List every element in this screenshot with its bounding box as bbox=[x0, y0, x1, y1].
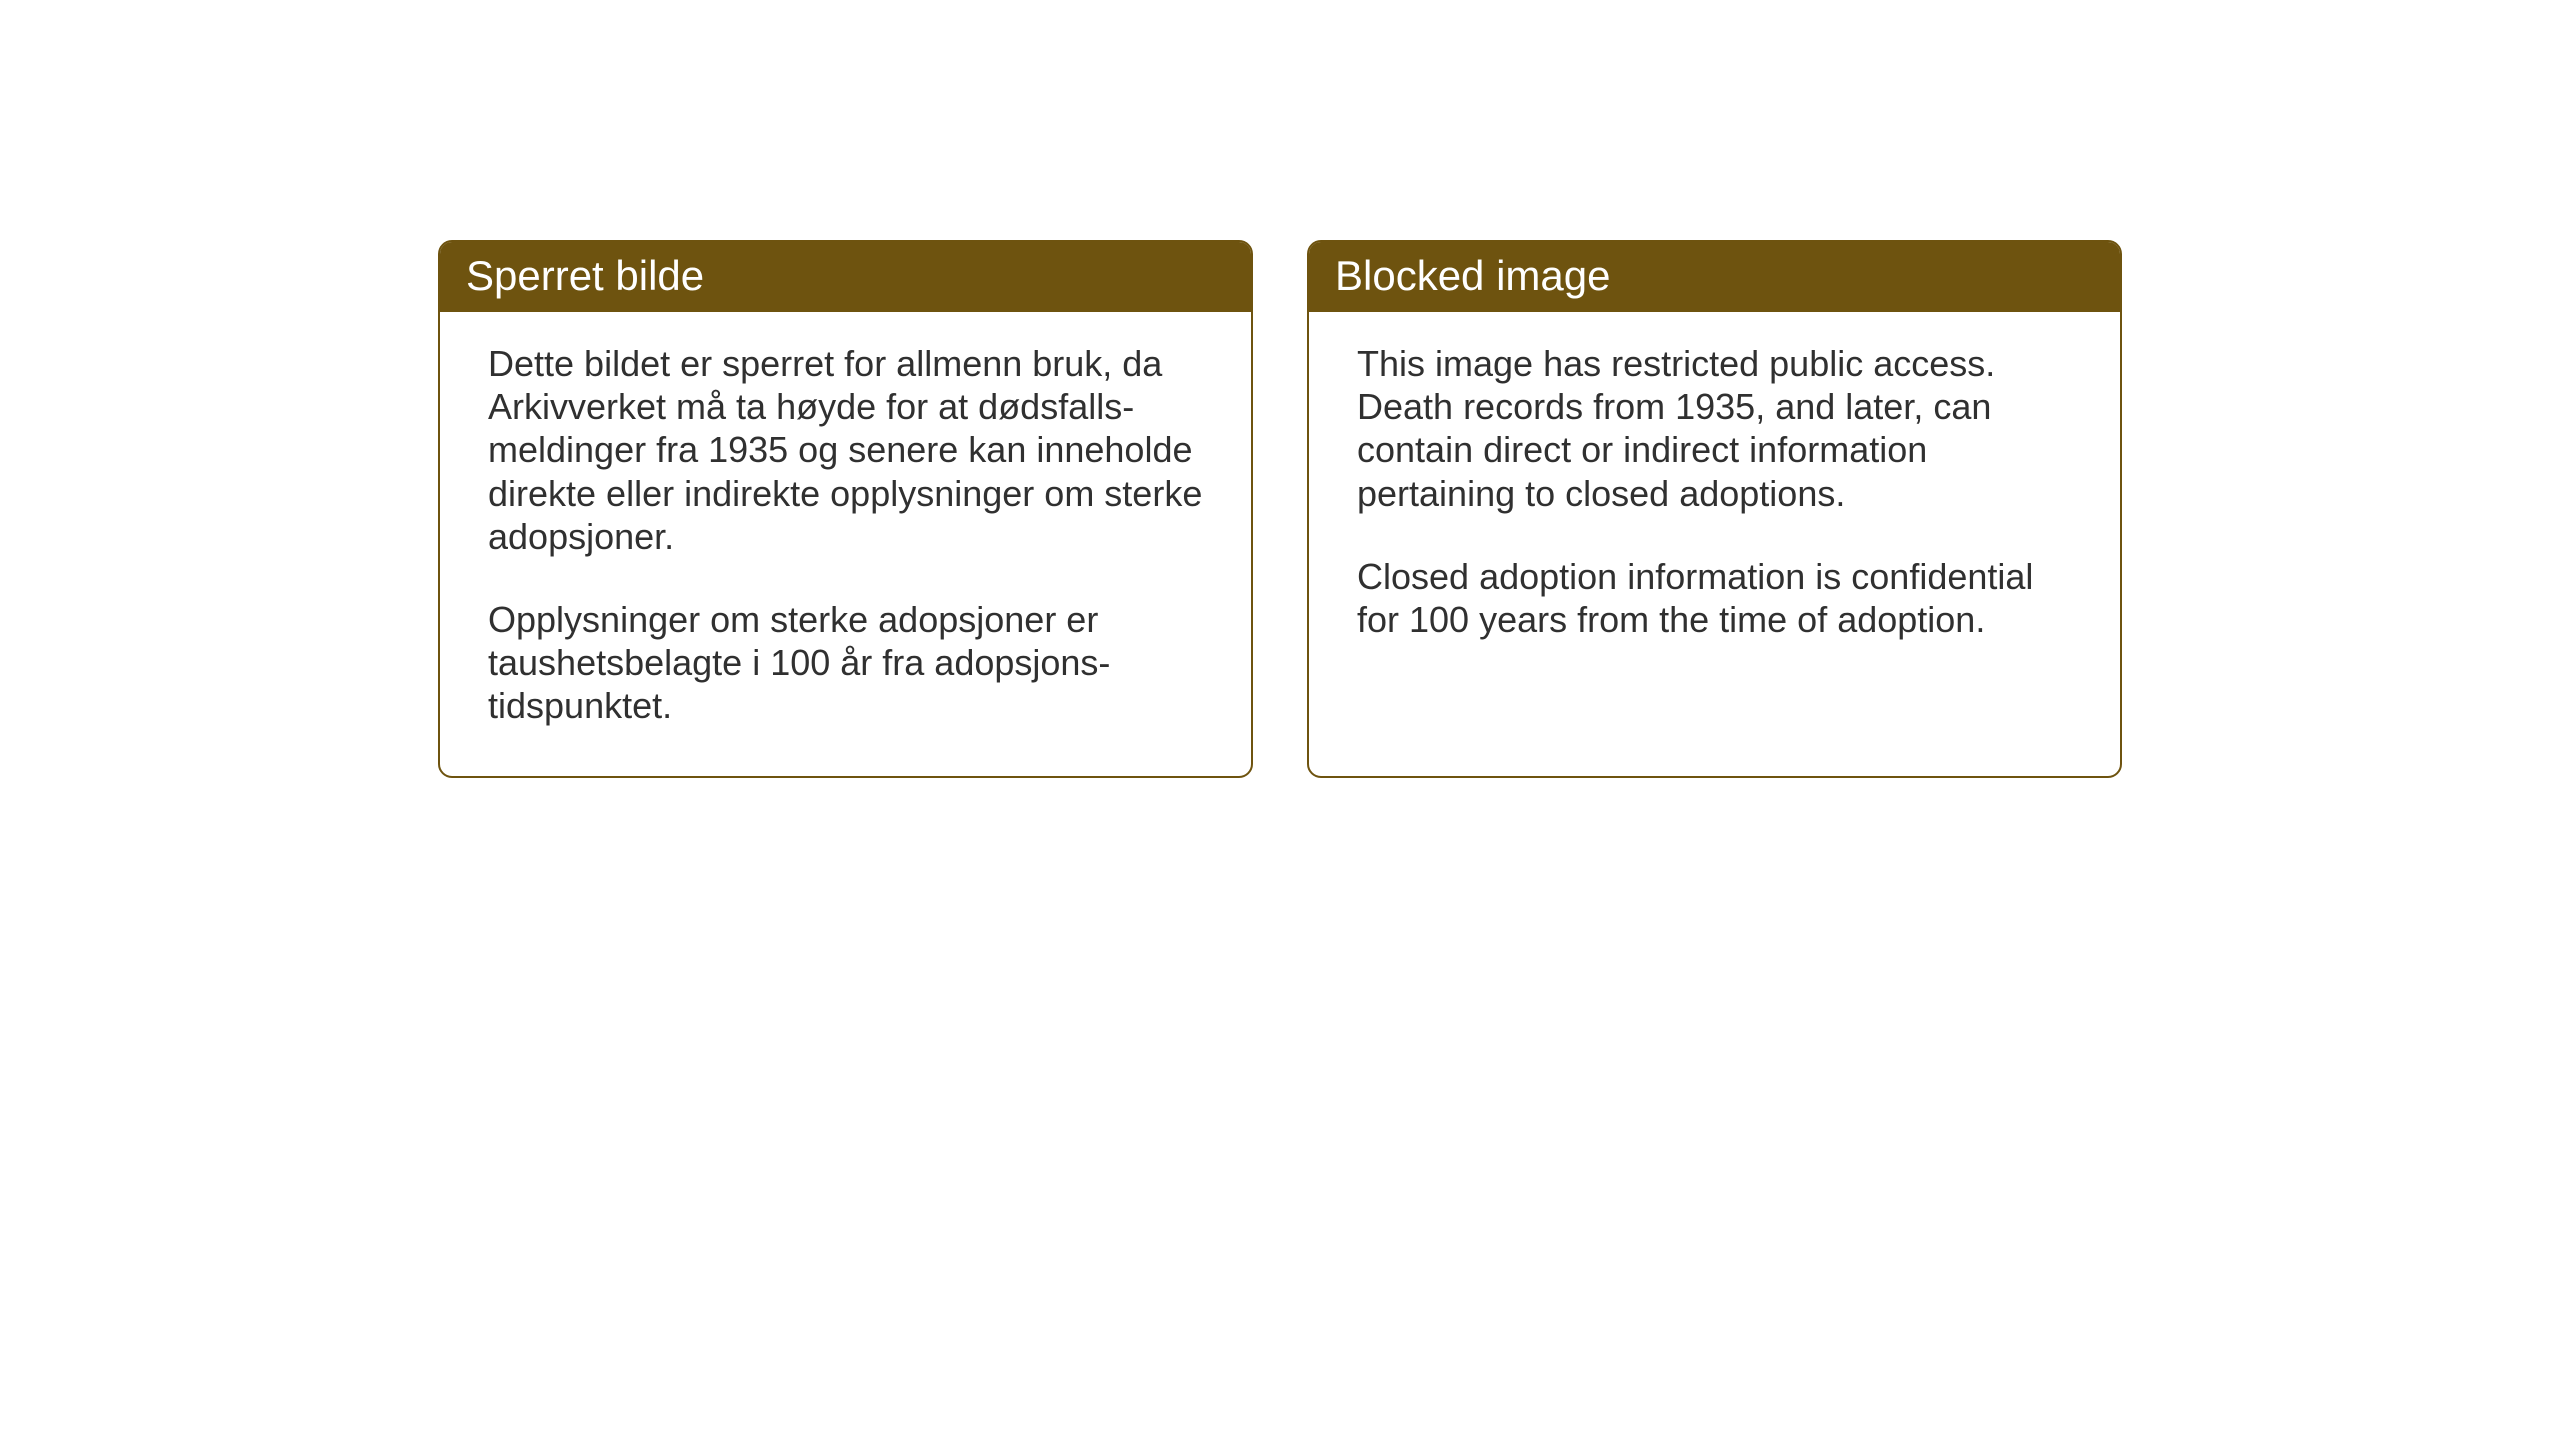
paragraph-en-2: Closed adoption information is confident… bbox=[1357, 555, 2072, 641]
card-header-english: Blocked image bbox=[1309, 242, 2120, 312]
card-norwegian: Sperret bilde Dette bildet er sperret fo… bbox=[438, 240, 1253, 778]
card-english: Blocked image This image has restricted … bbox=[1307, 240, 2122, 778]
cards-container: Sperret bilde Dette bildet er sperret fo… bbox=[438, 240, 2122, 778]
paragraph-no-2: Opplysninger om sterke adopsjoner er tau… bbox=[488, 598, 1203, 728]
card-body-english: This image has restricted public access.… bbox=[1309, 312, 2120, 689]
card-body-norwegian: Dette bildet er sperret for allmenn bruk… bbox=[440, 312, 1251, 776]
paragraph-en-1: This image has restricted public access.… bbox=[1357, 342, 2072, 515]
card-header-norwegian: Sperret bilde bbox=[440, 242, 1251, 312]
paragraph-no-1: Dette bildet er sperret for allmenn bruk… bbox=[488, 342, 1203, 558]
